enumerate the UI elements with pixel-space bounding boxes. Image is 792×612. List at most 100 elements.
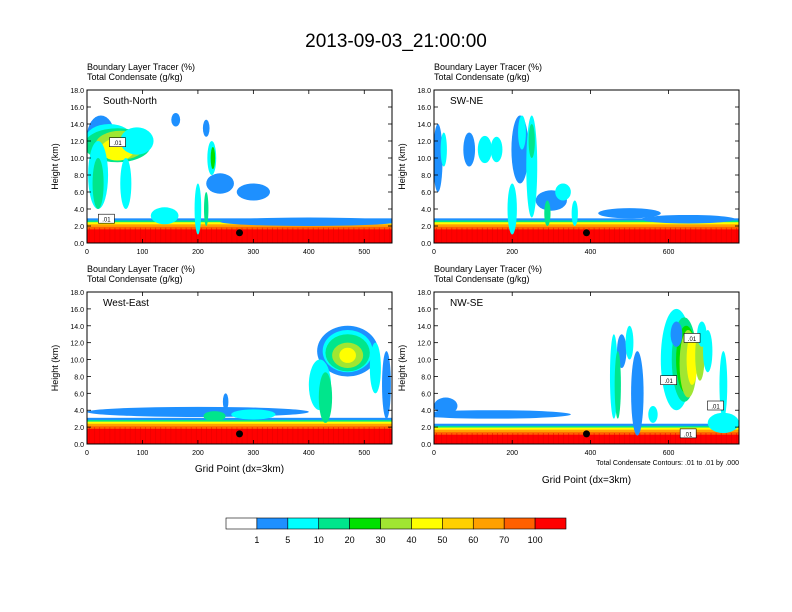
colorbar-label: 60 bbox=[468, 535, 478, 545]
condensate-shading bbox=[507, 183, 517, 235]
y-tick-label: 14.0 bbox=[70, 324, 84, 331]
boundary-layer-band bbox=[434, 434, 739, 444]
colorbar-swatch bbox=[534, 517, 567, 530]
colorbar-swatch bbox=[287, 517, 320, 530]
y-tick-label: 0.0 bbox=[421, 442, 431, 449]
y-tick-label: 10.0 bbox=[417, 156, 431, 163]
y-tick-label: 16.0 bbox=[417, 105, 431, 112]
condensate-shading bbox=[382, 351, 391, 419]
y-tick-label: 6.0 bbox=[74, 190, 84, 197]
condensate-shading bbox=[434, 397, 458, 415]
condensate-shading bbox=[625, 325, 634, 360]
x-tick-label: 400 bbox=[303, 249, 315, 256]
condensate-shading bbox=[339, 347, 356, 363]
colorbar-swatch bbox=[411, 517, 443, 530]
colorbar-swatch bbox=[503, 517, 536, 530]
condensate-shading bbox=[518, 115, 526, 150]
colorbar-label: 1 bbox=[254, 535, 259, 545]
y-tick-label: 2.0 bbox=[421, 425, 431, 432]
condensate-shading bbox=[231, 409, 276, 420]
x-tick-label: 400 bbox=[303, 450, 315, 457]
condensate-shading bbox=[150, 207, 179, 225]
y-tick-label: 16.0 bbox=[70, 307, 84, 314]
y-tick-label: 0.0 bbox=[74, 442, 84, 449]
x-tick-label: 200 bbox=[506, 249, 518, 256]
y-tick-label: 18.0 bbox=[70, 290, 84, 297]
y-tick-label: 12.0 bbox=[417, 139, 431, 146]
x-tick-label: 0 bbox=[432, 249, 436, 256]
condensate-shading bbox=[120, 158, 132, 209]
condensate-shading bbox=[631, 351, 644, 436]
condensate-shading bbox=[318, 372, 333, 423]
y-tick-label: 18.0 bbox=[417, 88, 431, 95]
y-tick-label: 12.0 bbox=[70, 341, 84, 348]
colorbar-label: 20 bbox=[345, 535, 355, 545]
panel-header-line1: Boundary Layer Tracer (%) bbox=[87, 264, 195, 274]
colorbar-swatch bbox=[380, 517, 412, 530]
panel-nw-se: Boundary Layer Tracer (%)Total Condensat… bbox=[397, 264, 740, 486]
x-tick-label: 100 bbox=[137, 450, 149, 457]
contour-label: .01 bbox=[102, 218, 111, 224]
x-tick-label: 300 bbox=[248, 450, 260, 457]
x-axis-label: Grid Point (dx=3km) bbox=[195, 464, 284, 475]
y-tick-label: 10.0 bbox=[417, 358, 431, 365]
location-marker bbox=[236, 229, 243, 237]
x-tick-label: 400 bbox=[585, 249, 597, 256]
colorbar-label: 10 bbox=[314, 535, 324, 545]
condensate-shading bbox=[204, 192, 209, 226]
y-tick-label: 6.0 bbox=[421, 391, 431, 398]
condensate-shading bbox=[614, 351, 621, 419]
colorbar-swatch bbox=[225, 517, 258, 530]
condensate-shading bbox=[222, 393, 229, 411]
location-marker bbox=[236, 430, 243, 438]
y-tick-label: 2.0 bbox=[74, 224, 84, 231]
y-tick-label: 0.0 bbox=[421, 241, 431, 248]
y-tick-label: 4.0 bbox=[421, 408, 431, 415]
condensate-shading bbox=[707, 412, 739, 434]
x-tick-label: 500 bbox=[358, 450, 370, 457]
y-tick-label: 16.0 bbox=[70, 105, 84, 112]
contour-label: .01 bbox=[113, 141, 122, 147]
y-tick-label: 18.0 bbox=[417, 290, 431, 297]
y-tick-label: 8.0 bbox=[74, 374, 84, 381]
condensate-shading bbox=[236, 183, 270, 201]
y-tick-label: 2.0 bbox=[421, 224, 431, 231]
contour-label: .01 bbox=[711, 405, 720, 411]
contour-label: .01 bbox=[688, 337, 697, 343]
condensate-shading bbox=[440, 132, 447, 167]
y-axis-label: Height (km) bbox=[397, 345, 407, 392]
x-tick-label: 200 bbox=[192, 450, 204, 457]
panel-header-line2: Total Condensate (g/kg) bbox=[87, 274, 183, 284]
colorbar-label: 70 bbox=[499, 535, 509, 545]
condensate-shading bbox=[220, 217, 392, 226]
condensate-shading bbox=[463, 132, 476, 167]
panel-south-north: Boundary Layer Tracer (%)Total Condensat… bbox=[50, 62, 393, 256]
y-tick-label: 16.0 bbox=[417, 307, 431, 314]
x-tick-label: 600 bbox=[663, 450, 675, 457]
colorbar-label: 30 bbox=[376, 535, 386, 545]
x-tick-label: 200 bbox=[192, 249, 204, 256]
x-tick-label: 0 bbox=[85, 249, 89, 256]
condensate-shading bbox=[670, 321, 683, 347]
x-tick-label: 0 bbox=[85, 450, 89, 457]
y-tick-label: 6.0 bbox=[74, 391, 84, 398]
y-tick-label: 18.0 bbox=[70, 88, 84, 95]
y-tick-label: 8.0 bbox=[421, 173, 431, 180]
condensate-shading bbox=[434, 410, 571, 419]
y-axis-label: Height (km) bbox=[50, 143, 60, 190]
y-axis-label: Height (km) bbox=[397, 143, 407, 190]
panel-label: West-East bbox=[103, 298, 149, 309]
panel-label: NW-SE bbox=[450, 298, 483, 309]
condensate-shading bbox=[202, 119, 210, 137]
condensate-shading bbox=[490, 136, 503, 163]
condensate-shading bbox=[571, 200, 578, 226]
location-marker bbox=[583, 430, 590, 438]
colorbar-label: 5 bbox=[285, 535, 290, 545]
colorbar-label: 50 bbox=[437, 535, 447, 545]
panel-label: South-North bbox=[103, 96, 157, 107]
y-tick-label: 6.0 bbox=[421, 190, 431, 197]
condensate-shading bbox=[641, 214, 736, 224]
panel-header-line2: Total Condensate (g/kg) bbox=[87, 72, 183, 82]
panel-frame bbox=[433, 291, 740, 445]
